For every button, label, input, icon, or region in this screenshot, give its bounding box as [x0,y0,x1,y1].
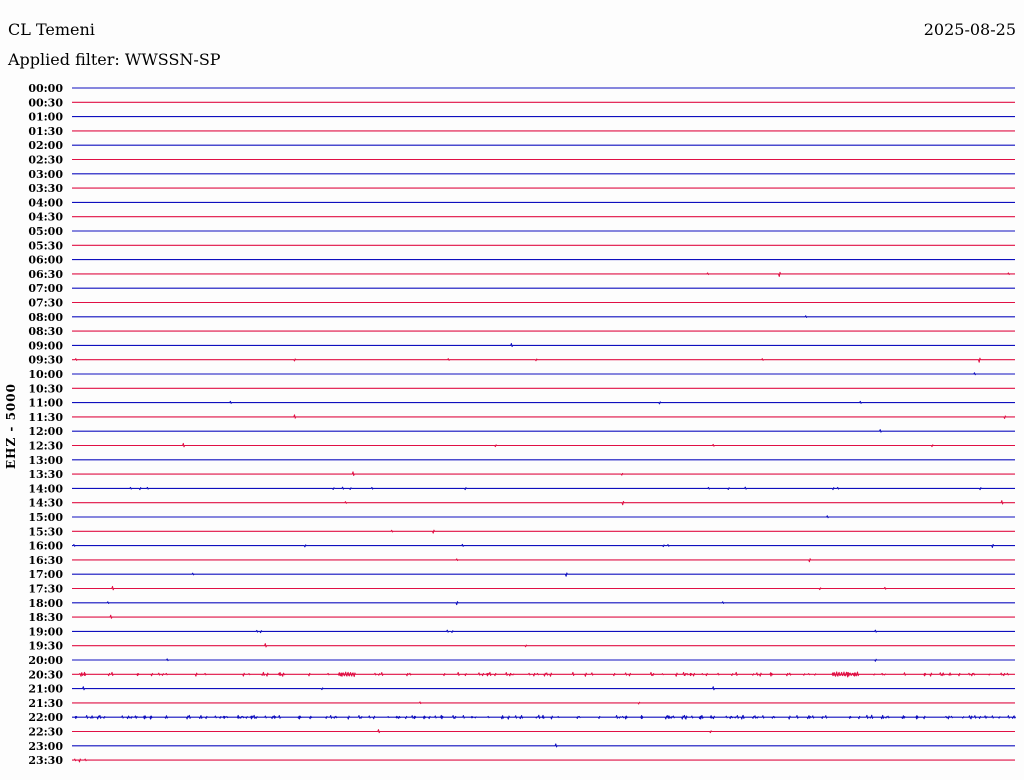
time-label-16:00: 16:00 [28,540,63,553]
time-label-09:00: 09:00 [28,339,63,352]
time-label-11:30: 11:30 [28,411,63,424]
time-label-12:00: 12:00 [28,425,63,438]
time-label-08:30: 08:30 [28,325,63,338]
time-label-11:00: 11:00 [28,397,63,410]
trace-06:30 [72,271,1015,277]
time-label-22:00: 22:00 [28,711,63,724]
time-label-05:00: 05:00 [28,225,63,238]
time-label-15:30: 15:30 [28,525,63,538]
time-label-07:00: 07:00 [28,282,63,295]
trace-09:00 [72,343,1015,348]
time-label-05:30: 05:30 [28,239,63,252]
trace-17:30 [72,585,1015,591]
trace-20:00 [72,658,1015,662]
trace-18:00 [72,601,1015,606]
time-label-14:00: 14:00 [28,482,63,495]
trace-22:30 [72,729,1015,734]
time-label-17:30: 17:30 [28,583,63,596]
time-label-10:00: 10:00 [28,368,63,381]
time-label-02:30: 02:30 [28,154,63,167]
time-label-18:30: 18:30 [28,611,63,624]
time-label-08:00: 08:00 [28,311,63,324]
filter-label: Applied filter: WWSSN-SP [8,50,221,69]
time-label-10:30: 10:30 [28,382,63,395]
trace-08:00 [72,315,1015,318]
channel-axis-label: EHZ - 5000 [4,383,18,469]
trace-13:30 [72,471,1015,476]
time-label-18:00: 18:00 [28,597,63,610]
time-label-17:00: 17:00 [28,568,63,581]
trace-22:00 [72,714,1016,720]
time-label-14:30: 14:30 [28,497,63,510]
trace-19:30 [72,643,1015,648]
time-label-23:00: 23:00 [28,740,63,753]
trace-14:00 [72,486,1015,491]
trace-11:00 [72,400,1015,405]
trace-21:00 [72,686,1015,691]
time-label-20:00: 20:00 [28,654,63,667]
time-label-00:30: 00:30 [28,96,63,109]
time-label-12:30: 12:30 [28,440,63,453]
time-label-21:30: 21:30 [28,697,63,710]
time-label-13:30: 13:30 [28,468,63,481]
trace-23:30 [72,758,1015,763]
time-label-04:30: 04:30 [28,211,63,224]
time-label-01:00: 01:00 [28,111,63,124]
time-label-04:00: 04:00 [28,196,63,209]
trace-16:30 [72,558,1015,563]
time-label-23:30: 23:30 [28,754,63,767]
trace-18:30 [72,614,1015,619]
time-label-09:30: 09:30 [28,354,63,367]
time-label-03:30: 03:30 [28,182,63,195]
time-label-02:00: 02:00 [28,139,63,152]
trace-20:30 [72,671,1015,678]
time-label-22:30: 22:30 [28,726,63,739]
trace-15:30 [72,529,1015,534]
trace-16:00 [72,543,1015,548]
time-label-03:00: 03:00 [28,168,63,181]
trace-10:00 [72,372,1015,376]
trace-21:30 [72,701,1015,705]
time-label-19:30: 19:30 [28,640,63,653]
trace-15:00 [72,515,1015,519]
date-label: 2025-08-25 [923,20,1016,39]
trace-19:00 [72,629,1015,634]
trace-12:30 [72,442,1015,448]
trace-17:00 [72,572,1015,577]
time-label-01:30: 01:30 [28,125,63,138]
time-label-06:00: 06:00 [28,254,63,267]
station-title: CL Temeni [8,20,95,39]
time-label-13:00: 13:00 [28,454,63,467]
time-label-20:30: 20:30 [28,668,63,681]
trace-09:30 [72,357,1015,363]
time-label-16:30: 16:30 [28,554,63,567]
trace-23:00 [72,743,1015,748]
trace-12:00 [72,429,1015,433]
time-label-07:30: 07:30 [28,297,63,310]
trace-11:30 [72,414,1015,419]
time-label-21:00: 21:00 [28,683,63,696]
time-label-00:00: 00:00 [28,82,63,95]
time-label-06:30: 06:30 [28,268,63,281]
time-label-19:00: 19:00 [28,625,63,638]
trace-14:30 [72,500,1015,506]
time-label-15:00: 15:00 [28,511,63,524]
